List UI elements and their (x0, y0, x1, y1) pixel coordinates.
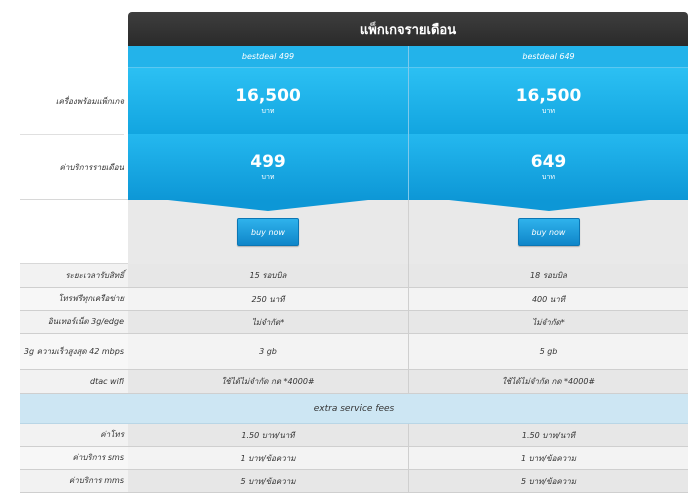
table-row: dtac wifi ใช้ได้ไม่จำกัด กด *4000# ใช้ได… (20, 370, 688, 394)
row-value: 400 นาที (408, 288, 688, 310)
extra-fees-heading: extra service fees (20, 394, 688, 424)
header-spacer (20, 12, 128, 46)
package-column-2: bestdeal 649 16,500 บาท 649 บาท (408, 46, 688, 200)
package-comparison-table: แพ็กเกจรายเดือน เครื่องพร้อมแพ็กเกจ ค่าบ… (20, 12, 688, 493)
buy-cell-2: buy now (408, 200, 688, 264)
row-value: 1 บาท/ข้อความ (128, 447, 408, 469)
row-value: 5 บาท/ข้อความ (408, 470, 688, 492)
buy-row: buy now buy now (20, 200, 688, 264)
table-row: ค่าบริการ mms 5 บาท/ข้อความ 5 บาท/ข้อควา… (20, 470, 688, 493)
buy-now-button[interactable]: buy now (517, 218, 580, 246)
device-price-cell: 16,500 บาท (128, 68, 408, 134)
row-value: ไม่จำกัด* (128, 311, 408, 333)
pointer-arrow (168, 200, 368, 211)
row-label: ค่าบริการ mms (20, 470, 128, 492)
buy-cell-1: buy now (128, 200, 408, 264)
package-name: bestdeal 649 (409, 46, 688, 68)
table-header: แพ็กเกจรายเดือน (20, 12, 688, 46)
device-price-value: 16,500 (235, 86, 301, 106)
package-price-block: เครื่องพร้อมแพ็กเกจ ค่าบริการรายเดือน be… (20, 46, 688, 200)
device-price-unit: บาท (542, 107, 555, 115)
row-value: 1.50 บาท/นาที (408, 424, 688, 446)
monthly-fee-unit: บาท (542, 173, 555, 181)
row-label: ค่าบริการ sms (20, 447, 128, 469)
row-value: 1 บาท/ข้อความ (408, 447, 688, 469)
row-label: ค่าโทร (20, 424, 128, 446)
row-value: ใช้ได้ไม่จำกัด กด *4000# (128, 370, 408, 393)
row-label: ระยะเวลารับสิทธิ์ (20, 264, 128, 287)
row-value: 1.50 บาท/นาที (128, 424, 408, 446)
buy-now-button[interactable]: buy now (237, 218, 299, 246)
device-price-cell: 16,500 บาท (409, 68, 688, 134)
row-value: 5 gb (408, 334, 688, 369)
pointer-arrow (448, 200, 649, 211)
device-price-label: เครื่องพร้อมแพ็กเกจ (55, 96, 124, 106)
row-value: 15 รอบบิล (128, 264, 408, 287)
row-value: 18 รอบบิล (408, 264, 688, 287)
row-label: dtac wifi (20, 370, 128, 393)
device-price-unit: บาท (261, 107, 275, 115)
row-label: อินเทอร์เน็ต 3g/edge (20, 311, 128, 333)
price-label-column: เครื่องพร้อมแพ็กเกจ ค่าบริการรายเดือน (20, 46, 128, 200)
table-row: โทรฟรีทุกเครือข่าย 250 นาที 400 นาที (20, 288, 688, 311)
monthly-fee-unit: บาท (261, 173, 275, 181)
table-row: อินเทอร์เน็ต 3g/edge ไม่จำกัด* ไม่จำกัด* (20, 311, 688, 334)
table-row: ค่าโทร 1.50 บาท/นาที 1.50 บาท/นาที (20, 424, 688, 447)
row-label: โทรฟรีทุกเครือข่าย (20, 288, 128, 310)
row-value: ใช้ได้ไม่จำกัด กด *4000# (408, 370, 688, 393)
table-row: 3g ความเร็วสูงสุด 42 mbps 3 gb 5 gb (20, 334, 688, 370)
row-value: 5 บาท/ข้อความ (128, 470, 408, 492)
row-value: 250 นาที (128, 288, 408, 310)
buy-row-label (20, 200, 128, 264)
package-column-1: bestdeal 499 16,500 บาท 499 บาท (128, 46, 408, 200)
monthly-fee-cell: 649 บาท (409, 134, 688, 200)
monthly-fee-label: ค่าบริการรายเดือน (20, 134, 124, 200)
table-row: ระยะเวลารับสิทธิ์ 15 รอบบิล 18 รอบบิล (20, 264, 688, 288)
table-title: แพ็กเกจรายเดือน (128, 12, 688, 46)
device-price-value: 16,500 (515, 86, 582, 106)
row-label: 3g ความเร็วสูงสุด 42 mbps (20, 334, 128, 369)
monthly-fee-cell: 499 บาท (128, 134, 408, 200)
monthly-fee-value: 499 (250, 152, 286, 172)
row-value: ไม่จำกัด* (408, 311, 688, 333)
row-value: 3 gb (128, 334, 408, 369)
table-row: ค่าบริการ sms 1 บาท/ข้อความ 1 บาท/ข้อควา… (20, 447, 688, 470)
monthly-fee-value: 649 (530, 152, 567, 172)
package-name: bestdeal 499 (128, 46, 408, 68)
